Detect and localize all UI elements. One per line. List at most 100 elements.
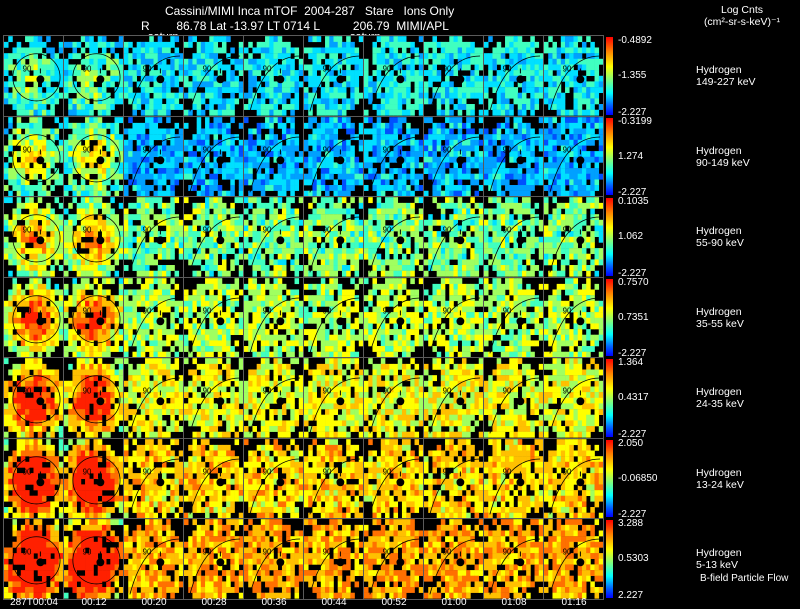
colorbar-legend: Log Cnts (cm²-sr-s-keV)⁻¹: [692, 4, 792, 28]
image-panel: 90: [63, 196, 124, 278]
ring-label: 90: [203, 225, 212, 234]
image-panel: 90: [3, 276, 64, 358]
ring-label: 90: [263, 467, 272, 476]
image-panel: 90: [423, 35, 484, 117]
ring-label: 90: [503, 386, 512, 395]
colorbar: [606, 520, 613, 598]
species-label: Hydrogen 149-227 keV: [696, 64, 796, 88]
image-panel: 90: [63, 115, 124, 197]
image-panel: 90: [183, 276, 244, 358]
image-panel: 90: [183, 357, 244, 439]
image-panel: 90: [543, 276, 604, 358]
ring-label: 90: [83, 225, 92, 234]
ring-label: 90: [443, 225, 452, 234]
image-panel: 90: [483, 437, 544, 519]
ring-label: 90: [443, 547, 452, 556]
ring-label: 90: [383, 386, 392, 395]
image-panel: 90: [543, 437, 604, 519]
ring-label: 90: [203, 547, 212, 556]
colorbar-mid-value: 0.5303: [618, 553, 649, 565]
position-info: R 86.78 Lat -13.97 LT 0714 L 206.79 MIMI…: [141, 19, 449, 33]
image-panel: 90: [123, 196, 184, 278]
ring-label: 90: [143, 547, 152, 556]
energy-range: 149-227 keV: [696, 76, 756, 89]
species-name: Hydrogen: [696, 386, 742, 399]
species-name: Hydrogen: [696, 547, 742, 560]
image-panel: 90: [363, 437, 424, 519]
image-panel: 90: [363, 276, 424, 358]
ring-label: 90: [503, 306, 512, 315]
colorbar-max-value: -0.4892: [618, 35, 652, 46]
image-panel: 90: [123, 357, 184, 439]
energy-range: 90-149 keV: [696, 156, 750, 169]
species-name: Hydrogen: [696, 466, 742, 479]
image-panel: 90: [63, 518, 124, 600]
ring-label: 90: [203, 64, 212, 73]
colorbar-min-value: -2.227: [618, 267, 647, 279]
image-panel: 90: [483, 196, 544, 278]
ring-label: 90: [203, 145, 212, 154]
image-panel: 90: [183, 437, 244, 519]
ring-label: 90: [23, 145, 32, 154]
colorbar-mid-value: -1.355: [618, 70, 647, 82]
ring-label: 90: [323, 306, 332, 315]
image-panel: 90: [543, 35, 604, 117]
image-panel: 90: [483, 357, 544, 439]
ring-label: 90: [203, 467, 212, 476]
image-panel: 90: [3, 35, 64, 117]
ring-label: 90: [83, 145, 92, 154]
image-grid: 90 90 90 90 90 90 90 90 90 90 90 90 90 90 90 90 90 90 90 90…: [3, 35, 604, 600]
ring-label: 90: [563, 547, 572, 556]
ring-label: 90: [23, 306, 32, 315]
image-panel: 90: [483, 518, 544, 600]
ring-label: 90: [143, 64, 152, 73]
ring-label: 90: [23, 386, 32, 395]
image-panel: 90: [183, 115, 244, 197]
image-panel: 90: [243, 115, 304, 197]
colorbar: [606, 278, 613, 356]
species-name: Hydrogen: [696, 225, 742, 238]
energy-range: 5-13 keV: [696, 559, 739, 572]
ring-label: 90: [143, 225, 152, 234]
ring-label: 90: [143, 386, 152, 395]
species-label: Hydrogen 35-55 keV: [696, 306, 796, 330]
colorbar-min-value: -2.227: [618, 428, 647, 440]
image-panel: 90: [63, 437, 124, 519]
ring-label: 90: [323, 467, 332, 476]
ring-label: 90: [263, 547, 272, 556]
colorbar: [606, 117, 613, 195]
image-panel: 90: [243, 437, 304, 519]
ring-label: 90: [503, 547, 512, 556]
colorbar-min-value: 2.227: [618, 589, 644, 601]
ring-label: 90: [563, 64, 572, 73]
time-label: 01:00: [441, 597, 467, 608]
species-name: Hydrogen: [696, 305, 742, 318]
colorbar-min-value: -2.227: [618, 187, 647, 198]
species-label: Hydrogen 13-24 keV: [696, 467, 796, 491]
ring-label: 90: [263, 386, 272, 395]
image-panel: 90: [243, 196, 304, 278]
image-panel: 90: [3, 196, 64, 278]
colorbar: [606, 439, 613, 517]
species-label: Hydrogen 5-13 keV: [696, 547, 796, 571]
image-panel: 90: [183, 518, 244, 600]
image-panel: 90: [3, 115, 64, 197]
time-label: 01:08: [501, 597, 527, 608]
ring-label: 90: [83, 306, 92, 315]
image-panel: 90: [3, 437, 64, 519]
legend-title: Log Cnts: [720, 4, 764, 16]
species-label: Hydrogen 55-90 keV: [696, 225, 796, 249]
species-label: Hydrogen 90-149 keV: [696, 145, 796, 169]
ring-label: 90: [563, 145, 572, 154]
image-panel: 90: [243, 35, 304, 117]
ring-label: 90: [383, 145, 392, 154]
ring-label: 90: [563, 306, 572, 315]
ring-label: 90: [83, 547, 92, 556]
image-panel: 90: [63, 276, 124, 358]
image-panel: 90: [183, 35, 244, 117]
image-panel: 90: [423, 115, 484, 197]
colorbar-mid-value: 1.274: [618, 150, 644, 162]
image-panel: 90: [543, 115, 604, 197]
ring-label: 90: [383, 225, 392, 234]
ring-label: 90: [83, 467, 92, 476]
